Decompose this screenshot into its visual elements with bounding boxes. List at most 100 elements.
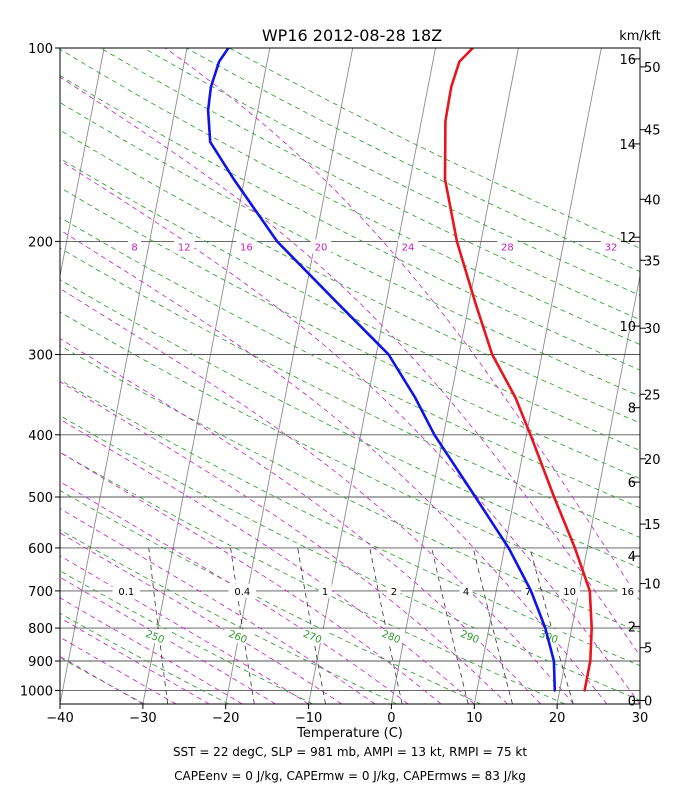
- dry-adiabat-label-bg: [298, 629, 327, 644]
- mixing-ratio-label-bg: [228, 583, 257, 598]
- moist-adiabat-line: [60, 229, 608, 704]
- kft-tick-label: 5: [644, 642, 652, 657]
- mixing-ratio-label: 2: [391, 587, 397, 598]
- temperature-tick-label: 10: [466, 711, 483, 726]
- mixing-ratio-label: 7: [525, 587, 531, 598]
- moist-adiabat-line: [60, 532, 342, 704]
- mixing-ratio-label-bg: [112, 583, 141, 598]
- sounding-series: [206, 48, 594, 692]
- mixing-ratio-line: [369, 547, 403, 704]
- x-axis-label: Temperature (C): [296, 726, 403, 740]
- mixing-ratio-line: [529, 547, 574, 704]
- moist-adiabat-label-bg: [128, 239, 142, 254]
- kft-tick-label: 10: [644, 578, 661, 593]
- mixing-ratio-label-bg: [387, 583, 401, 598]
- kft-tick-label: 45: [644, 124, 661, 139]
- mixing-ratio-label: 4: [463, 587, 469, 598]
- moist-adiabat-label: 24: [402, 242, 415, 253]
- mixing-ratio-label-bg: [617, 583, 638, 598]
- moist-adiabat-line: [60, 655, 144, 704]
- mixing-ratio-label-bg: [318, 583, 332, 598]
- pressure-tick-label: 400: [28, 429, 53, 444]
- moist-adiabat-label: 12: [178, 242, 191, 253]
- moist-adiabat-lines: [60, 48, 640, 704]
- km-tick-label: 4: [628, 550, 636, 565]
- temperature-tick-label: −40: [46, 711, 73, 726]
- moist-adiabat-label: 20: [315, 242, 328, 253]
- dry-adiabat-line: [60, 157, 640, 451]
- pressure-tick-label: 700: [28, 585, 53, 600]
- kft-tick-label: 30: [644, 322, 661, 337]
- kft-tick-label: 40: [644, 193, 661, 208]
- dry-adiabat-lines: [60, 48, 640, 704]
- pressure-tick-label: 100: [28, 42, 53, 57]
- moist-adiabat-line: [60, 76, 640, 657]
- mixing-ratio-line: [230, 547, 255, 704]
- moist-adiabat-label-bg: [236, 239, 257, 254]
- chart-title: WP16 2012-08-28 18Z: [262, 26, 442, 45]
- dry-adiabat-line: [60, 279, 640, 569]
- dry-adiabat-line: [60, 570, 313, 704]
- dry-adiabat-label-bg: [224, 629, 252, 644]
- pressure-tick-label: 300: [28, 349, 53, 364]
- km-tick-label: 14: [619, 138, 636, 153]
- dry-adiabat-line: [60, 451, 565, 704]
- dry-adiabat-line: [60, 216, 640, 509]
- isobar-lines: [60, 48, 640, 691]
- mixing-ratio-label: 0.4: [234, 587, 250, 598]
- moist-adiabat-label-bg: [497, 239, 518, 254]
- moist-adiabat-line: [60, 597, 243, 704]
- mixing-ratio-line: [431, 547, 469, 704]
- temperature-tick-label: −10: [295, 711, 322, 726]
- summary-line-2: CAPEenv = 0 J/kg, CAPErmw = 0 J/kg, CAPE…: [174, 769, 526, 783]
- moist-adiabat-line: [60, 508, 376, 704]
- moist-adiabat-line: [60, 555, 309, 704]
- summary-line-1: SST = 22 degC, SLP = 981 mb, AMPI = 13 k…: [172, 745, 528, 759]
- mixing-ratio-label: 1: [322, 587, 328, 598]
- moist-adiabat-line: [60, 418, 475, 704]
- dry-adiabat-line: [60, 247, 640, 538]
- dry-adiabat-line: [60, 657, 145, 704]
- isotherm-line: [639, 701, 640, 704]
- temperature-tick-label: −20: [212, 711, 239, 726]
- moist-adiabat-line: [60, 636, 177, 704]
- km-tick-label: 0: [628, 695, 636, 710]
- dry-adiabat-line: [60, 703, 61, 704]
- moist-adiabat-line: [60, 338, 541, 704]
- isotherm-line: [390, 48, 519, 704]
- pressure-tick-label: 900: [28, 655, 53, 670]
- pressure-tick-label: 800: [28, 622, 53, 637]
- mixing-ratio-line: [297, 547, 326, 704]
- temperature-tick-label: 30: [632, 711, 649, 726]
- moist-adiabat-line: [60, 576, 276, 704]
- mixing-ratio-label: 0.1: [118, 587, 134, 598]
- dry-adiabat-label-bg: [141, 629, 170, 644]
- temperature-profile-line: [443, 48, 594, 692]
- kft-tick-label: 15: [644, 518, 661, 533]
- dry-adiabat-label-bg: [456, 629, 484, 644]
- moist-adiabat-label: 32: [605, 242, 618, 253]
- mixing-ratio-label-bg: [459, 583, 473, 598]
- mixing-ratio-label-bg: [559, 583, 580, 598]
- moist-adiabat-label: 28: [501, 242, 514, 253]
- dry-adiabat-line: [60, 186, 640, 480]
- kft-tick-label: 20: [644, 453, 661, 468]
- isotherm-line: [0, 48, 21, 704]
- dry-adiabat-line: [60, 129, 640, 424]
- dry-adiabat-line: [60, 344, 640, 633]
- right-axis-label: km/kft: [619, 29, 661, 44]
- moist-adiabat-label-bg: [397, 239, 419, 254]
- kft-tick-label: 35: [644, 254, 661, 269]
- moist-adiabat-label-bg: [600, 239, 622, 254]
- isotherm-line: [142, 48, 271, 704]
- moist-adiabat-line: [60, 617, 210, 704]
- moist-adiabat-label-bg: [174, 239, 195, 254]
- moist-adiabat-line: [60, 451, 442, 704]
- km-tick-label: 10: [619, 320, 636, 335]
- mixing-ratio-lines: [148, 547, 574, 704]
- km-tick-label: 2: [628, 620, 636, 635]
- moist-adiabat-line: [60, 481, 409, 704]
- isotherm-line: [60, 48, 105, 279]
